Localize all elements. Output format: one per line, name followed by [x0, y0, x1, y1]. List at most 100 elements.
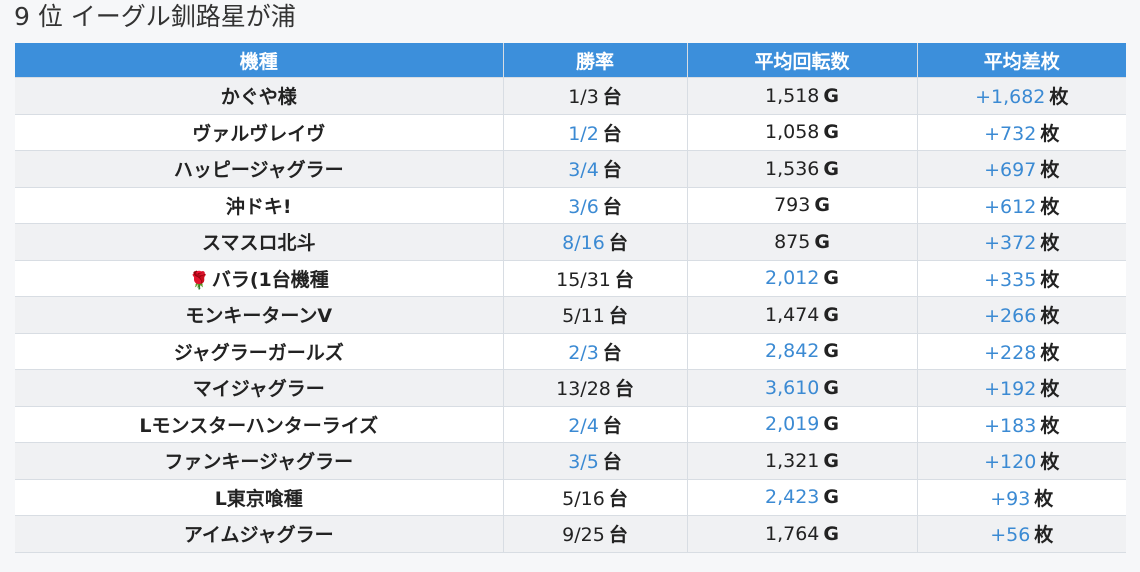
table-row[interactable]: 🌹 バラ(1台機種 15/31 台 2,012 G +335 枚 [15, 260, 1126, 297]
table-row[interactable]: L東京喰種 5/16 台 2,423 G +93 枚 [15, 479, 1126, 516]
machine-name[interactable]: ハッピージャグラー [173, 159, 344, 182]
column-header-machine[interactable]: 機種 [15, 43, 503, 78]
machine-name[interactable]: スマスロ北斗 [202, 232, 316, 255]
avg-diff-cell: +1,682 枚 [916, 77, 1126, 115]
avg-spins-value: 3,610 [764, 376, 820, 399]
machine-ranking-table: 機種 勝率 平均回転数 平均差枚 かぐや様 1/3 台 1,518 G +1,682 枚ヴァ… [15, 43, 1126, 553]
unit-label: 枚 [1040, 159, 1060, 182]
unit-label: G [823, 340, 839, 363]
machine-name[interactable]: かぐや様 [220, 86, 297, 109]
unit-label: G [823, 413, 839, 436]
unit-label: 枚 [1040, 378, 1060, 401]
machine-name-cell: スマスロ北斗 [15, 223, 503, 261]
win-rate-value: 15/31 [556, 268, 611, 291]
table-row[interactable]: ファンキージャグラー 3/5 台 1,321 G +120 枚 [15, 442, 1126, 480]
machine-name-cell: ヴァルヴレイヴ [15, 114, 503, 151]
unit-label: G [823, 522, 839, 545]
win-rate-cell: 1/2 台 [502, 114, 687, 151]
avg-spins-value: 2,012 [764, 267, 820, 290]
avg-diff-cell: +612 枚 [916, 187, 1126, 224]
avg-diff-cell: +120 枚 [916, 442, 1126, 480]
win-rate-value: 2/3 [568, 341, 599, 364]
table-row[interactable]: Lモンスターハンターライズ 2/4 台 2,019 G +183 枚 [15, 406, 1126, 443]
avg-spins-cell: 1,058 G [686, 114, 917, 151]
rose-icon: 🌹 [188, 270, 210, 291]
table-row[interactable]: モンキーターンV 5/11 台 1,474 G +266 枚 [15, 296, 1126, 334]
column-header-avg-spins[interactable]: 平均回転数 [686, 43, 917, 78]
avg-spins-value: 793 [774, 194, 811, 217]
table-row[interactable]: アイムジャグラー 9/25 台 1,764 G +56 枚 [15, 515, 1126, 553]
win-rate-value: 8/16 [562, 232, 605, 255]
machine-name[interactable]: ヴァルヴレイヴ [192, 122, 326, 145]
machine-name[interactable]: L東京喰種 [214, 487, 303, 510]
unit-label: 枚 [1040, 232, 1060, 255]
table-row[interactable]: かぐや様 1/3 台 1,518 G +1,682 枚 [15, 77, 1126, 115]
win-rate-value: 3/6 [568, 195, 599, 218]
win-rate-cell: 3/6 台 [502, 187, 687, 224]
avg-spins-cell: 875 G [686, 223, 917, 261]
unit-label: 台 [608, 305, 628, 328]
machine-name-cell: L東京喰種 [15, 479, 503, 516]
avg-spins-value: 2,019 [764, 413, 820, 436]
machine-name[interactable]: ジャグラーガールズ [173, 341, 344, 364]
avg-diff-value: +335 [984, 268, 1037, 291]
machine-name-cell: ファンキージャグラー [15, 442, 503, 480]
avg-spins-cell: 1,764 G [686, 515, 917, 553]
table-row[interactable]: スマスロ北斗 8/16 台 875 G +372 枚 [15, 223, 1126, 261]
table-row[interactable]: マイジャグラー 13/28 台 3,610 G +192 枚 [15, 369, 1126, 407]
avg-spins-value: 2,842 [764, 340, 820, 363]
table-row[interactable]: ジャグラーガールズ 2/3 台 2,842 G +228 枚 [15, 333, 1126, 370]
avg-diff-value: +56 [990, 524, 1031, 547]
win-rate-value: 5/16 [562, 487, 605, 510]
avg-diff-cell: +56 枚 [916, 515, 1126, 553]
machine-name[interactable]: 沖ドキ! [225, 195, 292, 218]
unit-label: 台 [602, 414, 622, 437]
avg-spins-cell: 2,842 G [686, 333, 917, 370]
table-row[interactable]: ヴァルヴレイヴ 1/2 台 1,058 G +732 枚 [15, 114, 1126, 151]
machine-name[interactable]: バラ(1台機種 [211, 268, 329, 291]
unit-label: 枚 [1049, 86, 1069, 109]
column-header-avg-diff[interactable]: 平均差枚 [916, 43, 1126, 78]
unit-label: G [823, 267, 839, 290]
machine-name-cell: ハッピージャグラー [15, 150, 503, 188]
win-rate-cell: 13/28 台 [502, 369, 687, 407]
unit-label: G [823, 486, 839, 509]
avg-spins-cell: 1,536 G [686, 150, 917, 188]
avg-spins-value: 1,058 [764, 121, 820, 144]
win-rate-value: 9/25 [562, 524, 605, 547]
win-rate-value: 13/28 [556, 378, 611, 401]
machine-name[interactable]: アイムジャグラー [183, 524, 334, 547]
unit-label: 台 [602, 451, 622, 474]
table-row[interactable]: 沖ドキ! 3/6 台 793 G +612 枚 [15, 187, 1126, 224]
avg-diff-value: +228 [984, 341, 1037, 364]
avg-diff-cell: +228 枚 [916, 333, 1126, 370]
avg-diff-cell: +183 枚 [916, 406, 1126, 443]
table-body: かぐや様 1/3 台 1,518 G +1,682 枚ヴァルヴレイヴ 1/2 台 1,058 G +7… [15, 77, 1126, 553]
unit-label: G [814, 230, 830, 253]
machine-name[interactable]: モンキーターンV [185, 305, 333, 328]
unit-label: G [823, 157, 839, 180]
win-rate-value: 5/11 [562, 305, 605, 328]
column-header-win-rate[interactable]: 勝率 [502, 43, 687, 78]
unit-label: 枚 [1040, 414, 1060, 437]
machine-name[interactable]: ファンキージャグラー [164, 451, 354, 474]
avg-spins-value: 1,764 [764, 522, 820, 545]
table-row[interactable]: ハッピージャグラー 3/4 台 1,536 G +697 枚 [15, 150, 1126, 188]
win-rate-value: 1/3 [568, 86, 599, 109]
machine-name[interactable]: Lモンスターハンターライズ [139, 414, 379, 437]
table-header-row: 機種 勝率 平均回転数 平均差枚 [15, 43, 1126, 78]
avg-diff-value: +183 [984, 414, 1037, 437]
win-rate-cell: 3/5 台 [502, 442, 687, 480]
win-rate-cell: 8/16 台 [502, 223, 687, 261]
machine-name-cell: ジャグラーガールズ [15, 333, 503, 370]
avg-diff-cell: +732 枚 [916, 114, 1126, 151]
avg-spins-cell: 1,321 G [686, 442, 917, 480]
avg-spins-cell: 1,518 G [686, 77, 917, 115]
unit-label: 台 [608, 524, 628, 547]
avg-diff-cell: +192 枚 [916, 369, 1126, 407]
unit-label: G [823, 121, 839, 144]
unit-label: 台 [602, 195, 622, 218]
avg-spins-value: 1,321 [764, 449, 820, 472]
machine-name[interactable]: マイジャグラー [192, 378, 325, 401]
avg-spins-cell: 3,610 G [686, 369, 917, 407]
